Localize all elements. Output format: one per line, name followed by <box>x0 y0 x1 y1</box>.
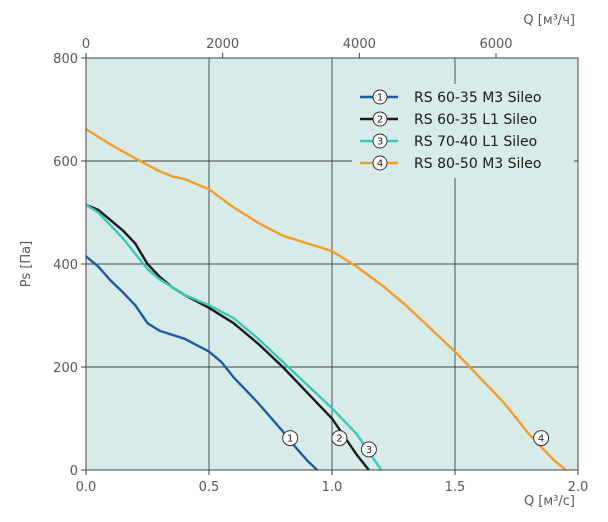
y-tick-label: 600 <box>53 155 78 170</box>
curve-marker-number: 4 <box>538 434 544 445</box>
legend: 1 RS 60-35 M3 Sileo 2 RS 60-35 L1 Sileo 3 RS … <box>352 84 574 178</box>
legend-label: RS 60-35 L1 Sileo <box>414 112 537 128</box>
top-tick-label: 4000 <box>343 37 376 52</box>
x-tick-label: 2.0 <box>568 480 589 495</box>
curve-marker-2: 2 <box>331 430 348 447</box>
legend-marker-number: 3 <box>377 137 383 148</box>
curve-marker-1: 1 <box>282 430 299 447</box>
legend-label: RS 70-40 L1 Sileo <box>414 134 537 150</box>
curve-3 <box>85 203 383 471</box>
top-tick-label: 6000 <box>479 37 512 52</box>
curve-marker-number: 1 <box>287 434 293 445</box>
legend-marker-circle <box>372 111 388 127</box>
x-tick-label: 0.5 <box>199 480 220 495</box>
curve-marker-circle <box>331 430 348 447</box>
legend-marker-circle <box>372 133 388 149</box>
legend-marker-number: 4 <box>377 159 383 170</box>
legend-entry: 1 RS 60-35 M3 Sileo <box>360 89 541 106</box>
y-tick-label: 200 <box>53 361 78 376</box>
legend-entry: 2 RS 60-35 L1 Sileo <box>360 111 537 128</box>
x-axis-label: Q [м³/с] <box>524 494 575 509</box>
curve-4 <box>85 128 567 471</box>
curve-marker-number: 3 <box>366 445 372 456</box>
legend-entry: 3 RS 70-40 L1 Sileo <box>360 133 537 150</box>
legend-entry: 4 RS 80-50 M3 Sileo <box>360 155 541 172</box>
legend-label: RS 80-50 M3 Sileo <box>414 156 541 172</box>
legend-marker-circle <box>372 89 388 105</box>
legend-marker-number: 2 <box>377 115 383 126</box>
top-tick-label: 0 <box>82 37 90 52</box>
curve-marker-circle <box>282 430 299 447</box>
y-axis-label: Ps [Па] <box>19 241 34 287</box>
curve-markers: 1 2 3 4 <box>282 430 550 458</box>
x-tick-label: 0.0 <box>76 480 97 495</box>
curve-marker-circle <box>360 441 377 458</box>
top-tick-label: 2000 <box>206 37 239 52</box>
y-tick-label: 800 <box>53 52 78 67</box>
top-axis-label: Q [м³/ч] <box>523 13 575 28</box>
legend-marker-number: 1 <box>377 93 383 104</box>
curve-marker-circle <box>533 430 550 447</box>
curve-marker-3: 3 <box>360 441 377 458</box>
y-tick-label: 400 <box>53 258 78 273</box>
y-tick-label: 0 <box>70 464 78 479</box>
axis-ticks: 0.0 0.5 1.0 1.5 2.0 0 200 400 600 800 0 2000 4000 600… <box>53 37 588 495</box>
curve-marker-4: 4 <box>533 430 550 447</box>
x-tick-label: 1.5 <box>445 480 466 495</box>
legend-marker-circle <box>372 155 388 171</box>
curve-marker-number: 2 <box>336 434 342 445</box>
legend-label: RS 60-35 M3 Sileo <box>414 90 541 106</box>
x-tick-label: 1.0 <box>322 480 343 495</box>
